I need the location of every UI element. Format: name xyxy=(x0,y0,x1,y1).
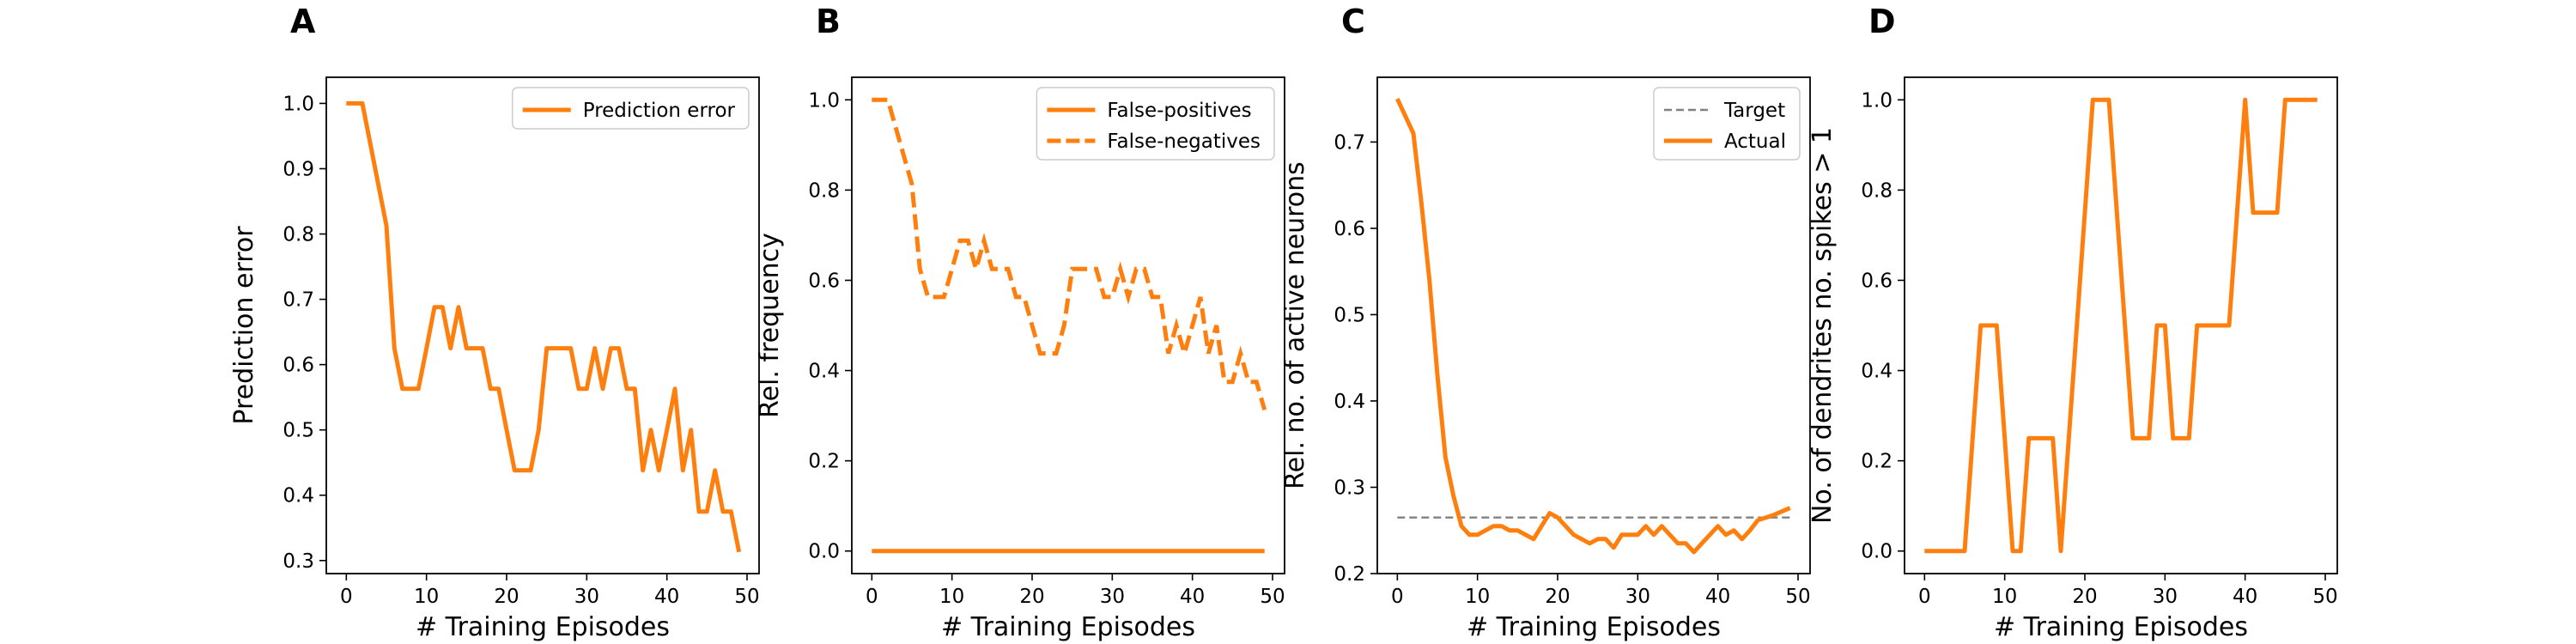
y-tick-label: 0.3 xyxy=(1334,477,1365,499)
x-axis-label: # Training Episodes xyxy=(416,612,670,642)
x-tick-label: 30 xyxy=(1100,586,1125,608)
y-tick-label: 0.8 xyxy=(808,179,840,202)
series-line-prediction-error xyxy=(346,100,742,553)
y-tick-label: 0.6 xyxy=(1334,218,1365,240)
legend-entry: Target xyxy=(1723,100,1785,122)
x-tick-label: 50 xyxy=(2312,586,2337,608)
y-tick-label: 0.8 xyxy=(1861,179,1893,202)
x-tick-label: 20 xyxy=(1545,586,1570,608)
y-tick-label: 0.5 xyxy=(283,420,314,442)
y-tick-label: 0.6 xyxy=(1861,270,1893,292)
y-axis-label: Rel. no. of active neurons xyxy=(1280,161,1310,489)
x-tick-label: 40 xyxy=(1705,586,1730,608)
series-line-false-negatives xyxy=(872,97,1267,410)
y-tick-label: 0.5 xyxy=(1334,304,1365,326)
x-tick-label: 50 xyxy=(734,586,759,608)
panel-letter: B xyxy=(816,3,841,40)
x-tick-label: 0 xyxy=(866,586,878,608)
legend-entry: Actual xyxy=(1724,131,1786,153)
y-axis-label: Rel. frequency xyxy=(755,233,785,418)
y-tick-label: 0.8 xyxy=(283,224,314,246)
x-tick-label: 10 xyxy=(1465,586,1490,608)
y-tick-label: 0.4 xyxy=(283,485,314,507)
y-tick-label: 0.2 xyxy=(1861,451,1893,473)
plot-frame xyxy=(325,76,760,574)
x-axis-label: # Training Episodes xyxy=(1994,612,2248,642)
y-tick-label: 0.3 xyxy=(283,550,314,573)
x-tick-label: 40 xyxy=(2233,586,2257,608)
y-tick-label: 0.6 xyxy=(808,270,840,292)
series-line-actual xyxy=(1395,98,1791,555)
legend-entry: Prediction error xyxy=(583,100,736,122)
x-tick-label: 10 xyxy=(1992,586,2017,608)
y-tick-label: 0.4 xyxy=(1334,391,1365,413)
x-tick-label: 20 xyxy=(1019,586,1044,608)
panel-letter: D xyxy=(1868,3,1896,40)
x-tick-label: 50 xyxy=(1785,586,1810,608)
x-tick-label: 0 xyxy=(340,586,353,608)
plot-frame xyxy=(1904,76,2338,574)
legend-box xyxy=(511,87,750,130)
legend: Target Actual xyxy=(1653,87,1801,161)
x-tick-label: 50 xyxy=(1260,586,1285,608)
x-tick-label: 30 xyxy=(1625,586,1650,608)
y-axis-label: No. of dendrites no. spikes > 1 xyxy=(1807,127,1838,524)
legend: Prediction error xyxy=(511,87,750,130)
legend-box xyxy=(1036,87,1275,161)
panel-d: D 0 10 20 30 40 50 0.0 0.2 0.4 0.6 0.8 1.0 # Training… xyxy=(1807,3,2338,642)
y-tick-label: 0.9 xyxy=(283,158,314,180)
y-tick-label: 0.6 xyxy=(283,355,314,377)
y-tick-label: 0.4 xyxy=(1861,361,1893,383)
series-line-data xyxy=(1924,97,2318,554)
y-tick-label: 1.0 xyxy=(283,93,314,115)
y-tick-label: 0.7 xyxy=(283,289,314,312)
x-tick-label: 20 xyxy=(2072,586,2097,608)
panel-letter: C xyxy=(1341,3,1365,40)
y-tick-label: 0.7 xyxy=(1334,131,1365,154)
legend-entry: False-positives xyxy=(1107,100,1251,122)
y-tick-label: 1.0 xyxy=(808,89,840,112)
legend-entry: False-negatives xyxy=(1107,131,1261,153)
panel-c: C 0 10 20 30 40 50 0.2 0.3 0.4 0.5 0.6 0.7 # Training… xyxy=(1280,3,1811,642)
y-tick-label: 0.0 xyxy=(808,541,840,563)
panel-letter: A xyxy=(290,3,316,40)
y-tick-label: 1.0 xyxy=(1861,89,1893,112)
y-tick-label: 0.4 xyxy=(808,361,840,383)
x-axis-label: # Training Episodes xyxy=(1467,612,1721,642)
x-tick-label: 30 xyxy=(574,586,599,608)
x-tick-label: 20 xyxy=(494,586,519,608)
x-tick-label: 40 xyxy=(1180,586,1205,608)
x-tick-label: 30 xyxy=(2153,586,2178,608)
y-tick-label: 0.2 xyxy=(808,451,840,473)
y-tick-label: 0.0 xyxy=(1861,541,1893,563)
x-tick-label: 10 xyxy=(939,586,964,608)
plot-frame xyxy=(851,76,1285,574)
plot-frame xyxy=(1376,76,1811,574)
x-tick-label: 0 xyxy=(1391,586,1404,608)
legend: False-positives False-negatives xyxy=(1036,87,1275,161)
y-axis-label: Prediction error xyxy=(229,226,259,425)
y-tick-label: 0.2 xyxy=(1334,563,1365,586)
x-tick-label: 0 xyxy=(1918,586,1931,608)
panel-a: A 0 10 20 30 40 50 0.3 0.4 0.5 0.6 0.7 0.8 0.9 1.0 # Tr… xyxy=(229,3,760,642)
x-tick-label: 10 xyxy=(414,586,439,608)
x-axis-label: # Training Episodes xyxy=(941,612,1195,642)
panel-b: B 0 10 20 30 40 50 0.0 0.2 0.4 0.6 0.8 1.0 # Training… xyxy=(755,3,1285,642)
x-tick-label: 40 xyxy=(654,586,679,608)
